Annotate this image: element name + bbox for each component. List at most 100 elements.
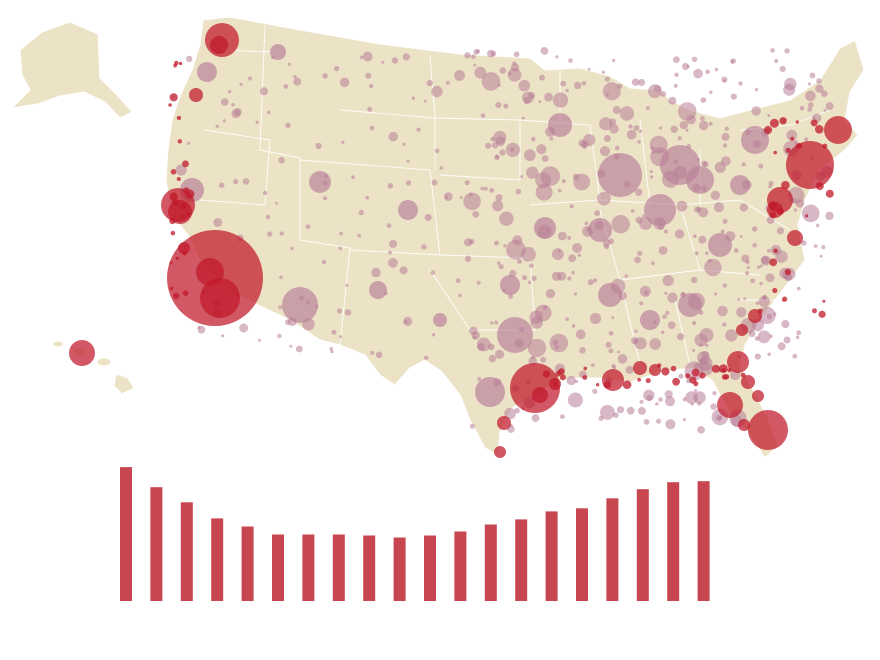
- map-bubble: [639, 285, 651, 297]
- map-bubble: [743, 297, 747, 301]
- map-bubble: [717, 392, 743, 418]
- map-bubble: [643, 419, 650, 425]
- map-bubble: [759, 264, 763, 268]
- map-bubble: [663, 229, 669, 234]
- map-bubble: [784, 268, 792, 276]
- map-bubble: [673, 56, 680, 64]
- map-bubble: [531, 275, 537, 281]
- map-bubble: [406, 180, 412, 186]
- map-bubble: [267, 231, 273, 237]
- map-bubble: [614, 145, 620, 151]
- map-bubble: [480, 113, 486, 118]
- map-bubble: [703, 161, 709, 168]
- map-bubble: [597, 191, 611, 206]
- map-bubble: [736, 324, 748, 336]
- map-bubble: [561, 179, 566, 184]
- map-bubble: [752, 242, 757, 248]
- map-bubble: [463, 192, 481, 211]
- map-bubble: [336, 308, 342, 314]
- map-bubble: [588, 218, 612, 242]
- map-bubble: [630, 209, 635, 213]
- map-bubble: [773, 150, 777, 155]
- map-bubble: [495, 102, 502, 109]
- map-bubble: [654, 85, 662, 93]
- map-bubble: [626, 406, 635, 415]
- map-bubble: [609, 118, 617, 126]
- map-bubble: [173, 63, 177, 68]
- map-bubble: [804, 137, 809, 142]
- map-bubble: [681, 62, 690, 71]
- map-bubble: [473, 49, 480, 55]
- map-bubble: [603, 135, 611, 142]
- map-bubble: [690, 276, 698, 284]
- map-bubble: [741, 375, 755, 389]
- map-bubble: [626, 129, 637, 140]
- map-bubble: [721, 374, 728, 380]
- map-bubble: [375, 351, 383, 359]
- map-bubble: [575, 329, 586, 340]
- map-bubble: [495, 194, 503, 202]
- bar-series: [120, 467, 710, 601]
- map-bubble: [698, 235, 707, 244]
- map-bubble: [579, 347, 586, 354]
- map-bubble: [555, 55, 559, 59]
- map-bubble: [745, 260, 750, 265]
- map-bubble: [822, 299, 826, 303]
- map-bubble: [738, 81, 743, 86]
- map-bubble: [605, 341, 612, 348]
- map-bubble: [495, 136, 506, 147]
- map-bubble: [387, 183, 394, 189]
- map-bubble: [599, 117, 613, 131]
- map-bubble: [497, 317, 533, 353]
- map-bubble: [239, 323, 249, 333]
- map-bubble: [458, 293, 462, 298]
- map-bubble: [686, 166, 714, 194]
- map-bubble: [782, 296, 788, 302]
- map-bubble: [242, 178, 250, 185]
- map-bubble: [255, 120, 259, 124]
- map-bubble: [589, 312, 602, 325]
- map-bubble: [577, 253, 581, 257]
- map-bubble: [531, 136, 536, 142]
- map-bubble: [398, 200, 418, 220]
- map-bubble: [705, 343, 709, 347]
- map-bubble: [175, 256, 179, 260]
- map-bubble: [591, 363, 595, 368]
- map-bubble: [548, 113, 572, 137]
- map-bubble: [761, 256, 769, 265]
- map-bubble: [487, 49, 495, 58]
- map-bubble: [515, 188, 522, 195]
- map-bubble: [656, 418, 662, 424]
- bar-8: [332, 534, 345, 601]
- map-bubble: [481, 72, 501, 91]
- map-bubble: [825, 211, 834, 221]
- map-bubble: [430, 270, 436, 275]
- map-bubble: [815, 125, 824, 134]
- map-bubble: [500, 275, 520, 295]
- map-bubble: [796, 330, 802, 336]
- map-bubble: [539, 74, 545, 81]
- map-bubble: [786, 141, 834, 189]
- map-bubble: [345, 283, 349, 287]
- map-bubble: [477, 377, 482, 381]
- map-bubble: [532, 387, 548, 403]
- map-bubble: [213, 218, 223, 227]
- map-bubble: [540, 356, 547, 363]
- map-bubble: [670, 125, 678, 133]
- map-bubble: [289, 344, 293, 348]
- map-bubble: [825, 102, 834, 111]
- map-bubble: [473, 63, 477, 67]
- map-bubble: [700, 97, 707, 103]
- map-bubble: [69, 340, 95, 366]
- map-bubble: [339, 231, 344, 236]
- map-bubble: [402, 142, 406, 146]
- map-bubble: [740, 372, 746, 378]
- map-bubble: [730, 175, 750, 195]
- map-bubble: [762, 295, 767, 301]
- map-bubble: [322, 73, 328, 79]
- map-bubble: [370, 350, 375, 355]
- map-bubble: [758, 306, 776, 325]
- map-bubble: [260, 87, 268, 96]
- map-bubble: [625, 365, 634, 374]
- map-bubble: [640, 310, 660, 330]
